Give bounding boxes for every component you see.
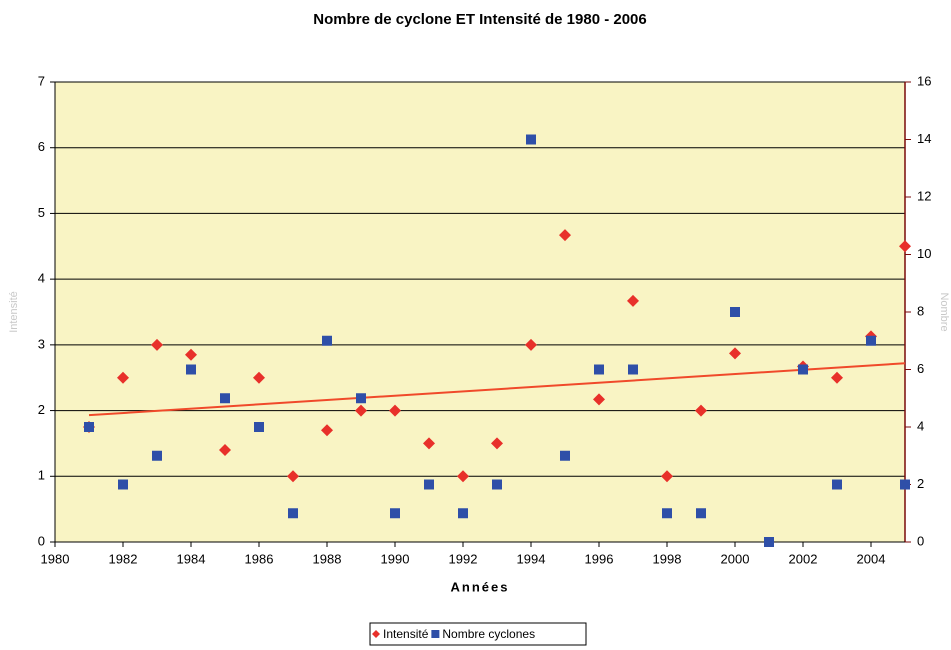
x-axis-label: Années — [451, 579, 510, 594]
point — [253, 371, 265, 384]
chart-title: Nombre de cyclone ET Intensité de 1980 -… — [313, 11, 646, 28]
point — [219, 444, 231, 456]
point — [356, 393, 366, 404]
y2-tick-label: 8 — [917, 303, 924, 318]
point — [491, 437, 503, 450]
y2-tick-label: 12 — [917, 188, 931, 203]
point — [423, 437, 435, 450]
point — [593, 393, 605, 406]
point — [355, 404, 367, 417]
x-tick-label: 1994 — [517, 551, 546, 566]
point — [899, 240, 911, 253]
x-tick-label: 1990 — [381, 551, 410, 566]
x-tick-label: 2004 — [857, 551, 886, 566]
y-tick-label: 6 — [38, 139, 45, 154]
y2-tick-label: 10 — [917, 246, 931, 261]
x-tick-label: 1988 — [313, 551, 342, 566]
point — [559, 229, 571, 242]
y2-tick-label: 4 — [917, 418, 924, 433]
x-tick-label: 1982 — [109, 551, 138, 566]
x-tick-label: 1984 — [177, 551, 206, 566]
y2-tick-label: 14 — [917, 131, 931, 146]
point — [424, 479, 434, 490]
y2-tick-label: 2 — [917, 476, 924, 491]
y-tick-label: 4 — [38, 271, 45, 286]
point — [661, 470, 673, 483]
x-tick-label: 1980 — [41, 551, 70, 566]
x-tick-label: 1986 — [245, 551, 274, 566]
point — [322, 335, 332, 346]
point — [390, 508, 400, 519]
x-tick-label: 2002 — [789, 551, 818, 566]
y2-tick-label: 16 — [917, 73, 931, 88]
point — [696, 508, 706, 519]
point — [560, 450, 570, 461]
point — [492, 479, 502, 490]
x-tick-label: 2000 — [721, 551, 750, 566]
point — [288, 508, 298, 519]
point — [764, 537, 774, 547]
point — [729, 347, 741, 360]
legend-marker — [431, 630, 440, 638]
y-axis-label: Intensité — [8, 291, 20, 333]
plot-area — [54, 81, 906, 543]
point — [186, 364, 196, 375]
x-tick-label: 1998 — [653, 551, 682, 566]
trendline — [88, 362, 906, 417]
y-tick-label: 2 — [38, 402, 45, 417]
point — [287, 470, 299, 483]
point — [627, 294, 639, 307]
point — [118, 479, 128, 490]
point — [832, 479, 842, 490]
point — [151, 338, 163, 351]
legend-box — [369, 622, 587, 646]
point — [526, 134, 536, 145]
y-tick-label: 3 — [38, 336, 45, 351]
point — [900, 479, 910, 490]
point — [695, 404, 707, 417]
point — [321, 424, 333, 437]
x-tick-label: 1992 — [449, 551, 478, 566]
point — [831, 371, 843, 384]
y-tick-label: 5 — [38, 205, 45, 220]
y2-tick-label: 6 — [917, 361, 924, 376]
legend-label: Intensité — [383, 627, 429, 641]
point — [152, 450, 162, 461]
point — [798, 364, 808, 375]
point — [185, 348, 197, 361]
legend-label: Nombre cyclones — [442, 627, 535, 641]
point — [117, 371, 129, 384]
point — [458, 508, 468, 519]
point — [866, 335, 876, 346]
y-tick-label: 7 — [38, 73, 45, 88]
point — [389, 404, 401, 417]
point — [730, 307, 740, 317]
x-tick-label: 1996 — [585, 551, 614, 566]
point — [254, 422, 264, 432]
y-tick-label: 0 — [38, 533, 45, 548]
y2-tick-label: 0 — [917, 533, 924, 548]
point — [84, 422, 94, 432]
point — [594, 364, 604, 375]
point — [628, 364, 638, 375]
point — [525, 338, 537, 351]
point — [220, 393, 230, 404]
y-tick-label: 1 — [38, 468, 45, 483]
point — [662, 508, 672, 519]
legend-marker — [372, 630, 380, 638]
y2-axis-label: Nombre — [938, 292, 950, 331]
point — [457, 470, 469, 483]
